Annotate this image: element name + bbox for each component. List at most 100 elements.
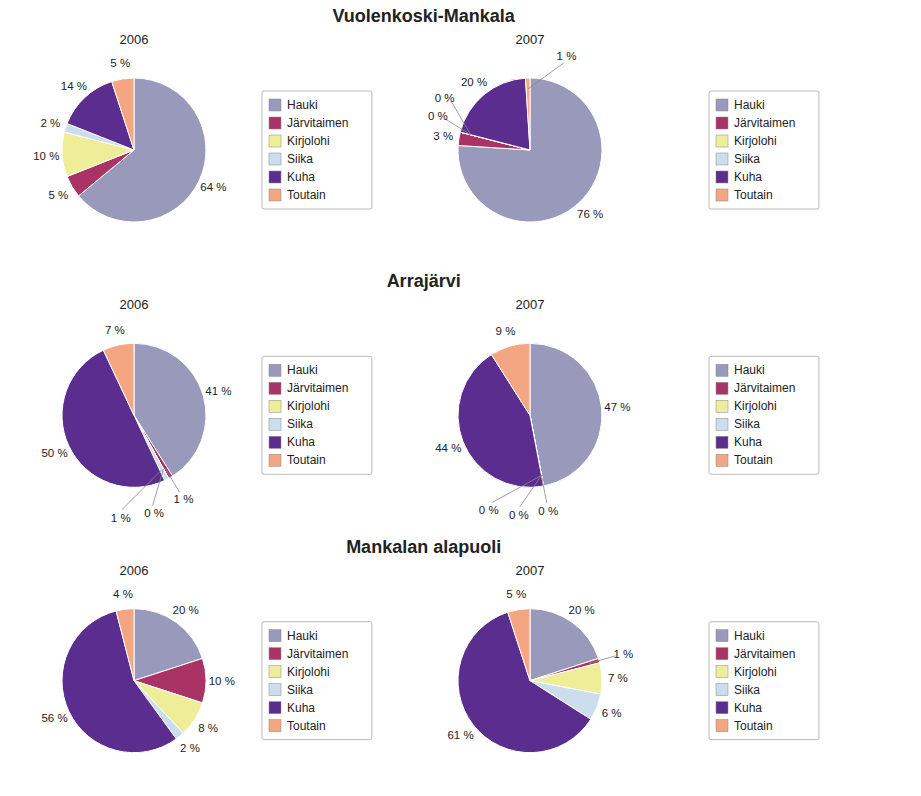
legend-swatch: [269, 364, 281, 376]
pie-slice: [112, 78, 134, 150]
leader-line: [451, 102, 470, 135]
data-label: 10 %: [209, 675, 235, 687]
leader-line: [520, 475, 542, 507]
year-label: 2006: [120, 297, 149, 312]
data-label: 56 %: [41, 712, 67, 724]
data-label: 20 %: [461, 76, 487, 88]
legend-label: Toutain: [734, 188, 773, 202]
pie-slice: [525, 78, 530, 150]
legend-swatch: [716, 189, 728, 201]
legend-label: Siika: [734, 152, 760, 166]
data-label: 7 %: [105, 324, 125, 336]
data-label: 0 %: [509, 509, 529, 521]
legend-label: Kirjolohi: [287, 399, 330, 413]
legend-label: Kuha: [734, 170, 762, 184]
legend-swatch: [716, 117, 728, 129]
legend-label: Kirjolohi: [287, 134, 330, 148]
legend-label: Järvitaimen: [734, 647, 795, 661]
legend-swatch: [269, 135, 281, 147]
chart-title: Vuolenkoski-Mankala: [332, 6, 515, 26]
legend-swatch: [716, 153, 728, 165]
leader-line: [165, 468, 179, 492]
data-label: 0 %: [479, 504, 499, 516]
data-label: 20 %: [569, 604, 595, 616]
data-label: 1 %: [557, 50, 577, 62]
pie-row: Mankalan alapuoli200620 %10 %8 %2 %56 %4…: [41, 537, 819, 755]
pie: [62, 609, 206, 753]
legend-swatch: [716, 648, 728, 660]
legend-swatch: [269, 436, 281, 448]
leader-line: [492, 475, 542, 502]
pie: [62, 343, 206, 487]
legend-label: Kirjolohi: [734, 665, 777, 679]
legend-swatch: [269, 702, 281, 714]
legend-label: Hauki: [734, 363, 765, 377]
leader-line: [445, 119, 470, 135]
year-label: 2006: [120, 563, 149, 578]
legend: HaukiJärvitaimenKirjolohiSiikaKuhaToutai…: [709, 622, 819, 740]
data-label: 5 %: [506, 588, 526, 600]
figure: Vuolenkoski-Mankala200664 %5 %10 %2 %14 …: [0, 0, 921, 796]
legend-label: Järvitaimen: [287, 116, 348, 130]
pie-slice: [116, 609, 134, 681]
pie: [458, 343, 602, 487]
legend-swatch: [716, 364, 728, 376]
pie-row: Vuolenkoski-Mankala200664 %5 %10 %2 %14 …: [33, 6, 819, 222]
legend-swatch: [716, 135, 728, 147]
legend-swatch: [269, 153, 281, 165]
pie: [62, 78, 206, 222]
pie-slice: [491, 343, 530, 415]
legend-label: Kirjolohi: [734, 134, 777, 148]
pie-slice: [458, 78, 602, 222]
legend-swatch: [269, 720, 281, 732]
data-label: 3 %: [433, 130, 453, 142]
pie-row: Arrajärvi200641 %50 %7 %1 %0 %1 %HaukiJä…: [41, 271, 819, 523]
legend-label: Toutain: [287, 453, 326, 467]
legend-swatch: [269, 382, 281, 394]
legend-label: Hauki: [287, 363, 318, 377]
year-label: 2007: [516, 563, 545, 578]
data-label: 76 %: [577, 208, 603, 220]
leader-line: [122, 470, 162, 510]
data-label: 14 %: [61, 80, 87, 92]
legend-label: Siika: [287, 683, 313, 697]
leader-line: [589, 656, 616, 664]
legend: HaukiJärvitaimenKirjolohiSiikaKuhaToutai…: [709, 356, 819, 474]
data-label: 2 %: [41, 117, 61, 129]
legend-label: Järvitaimen: [734, 381, 795, 395]
legend-swatch: [716, 382, 728, 394]
legend-frame: [262, 622, 372, 740]
chart-title: Arrajärvi: [387, 271, 461, 291]
data-label: 0 %: [144, 507, 164, 519]
data-label: 1 %: [613, 648, 633, 660]
data-label: 6 %: [602, 707, 622, 719]
data-label: 61 %: [447, 729, 473, 741]
legend-label: Kirjolohi: [287, 665, 330, 679]
legend-swatch: [269, 400, 281, 412]
data-label: 7 %: [608, 672, 628, 684]
legend-label: Siika: [287, 417, 313, 431]
year-label: 2007: [516, 32, 545, 47]
data-label: 47 %: [604, 401, 630, 413]
pie-slice: [530, 343, 602, 486]
legend-label: Hauki: [287, 98, 318, 112]
legend-frame: [709, 622, 819, 740]
legend-swatch: [716, 684, 728, 696]
pie-slice: [508, 609, 530, 681]
legend-label: Toutain: [734, 453, 773, 467]
legend-swatch: [716, 630, 728, 642]
pie-slice: [103, 343, 134, 415]
legend-swatch: [716, 436, 728, 448]
legend-swatch: [269, 171, 281, 183]
legend-swatch: [269, 189, 281, 201]
pie-slice: [460, 78, 530, 150]
legend-swatch: [716, 702, 728, 714]
legend-swatch: [269, 99, 281, 111]
legend-label: Hauki: [734, 98, 765, 112]
chart-title: Mankalan alapuoli: [346, 537, 501, 557]
legend-label: Siika: [734, 417, 760, 431]
legend: HaukiJärvitaimenKirjolohiSiikaKuhaToutai…: [262, 91, 372, 209]
year-label: 2007: [516, 297, 545, 312]
legend-label: Järvitaimen: [287, 381, 348, 395]
pie-slice: [458, 355, 543, 488]
